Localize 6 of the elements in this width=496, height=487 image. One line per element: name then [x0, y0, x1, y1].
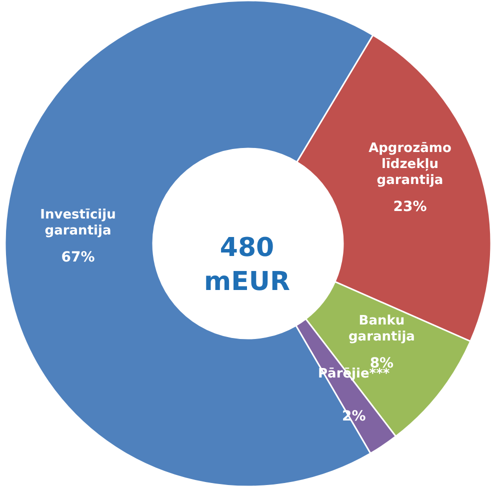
slice-label: Apgrozāmo līdzekļu garantija: [368, 140, 452, 188]
slice-label: Banku garantija: [348, 313, 415, 344]
slice-label: Investīciju garantija: [40, 207, 116, 238]
data-label: 67%: [61, 249, 95, 266]
data-label: 23%: [393, 198, 427, 215]
text: 480 mEUR: [204, 233, 290, 297]
